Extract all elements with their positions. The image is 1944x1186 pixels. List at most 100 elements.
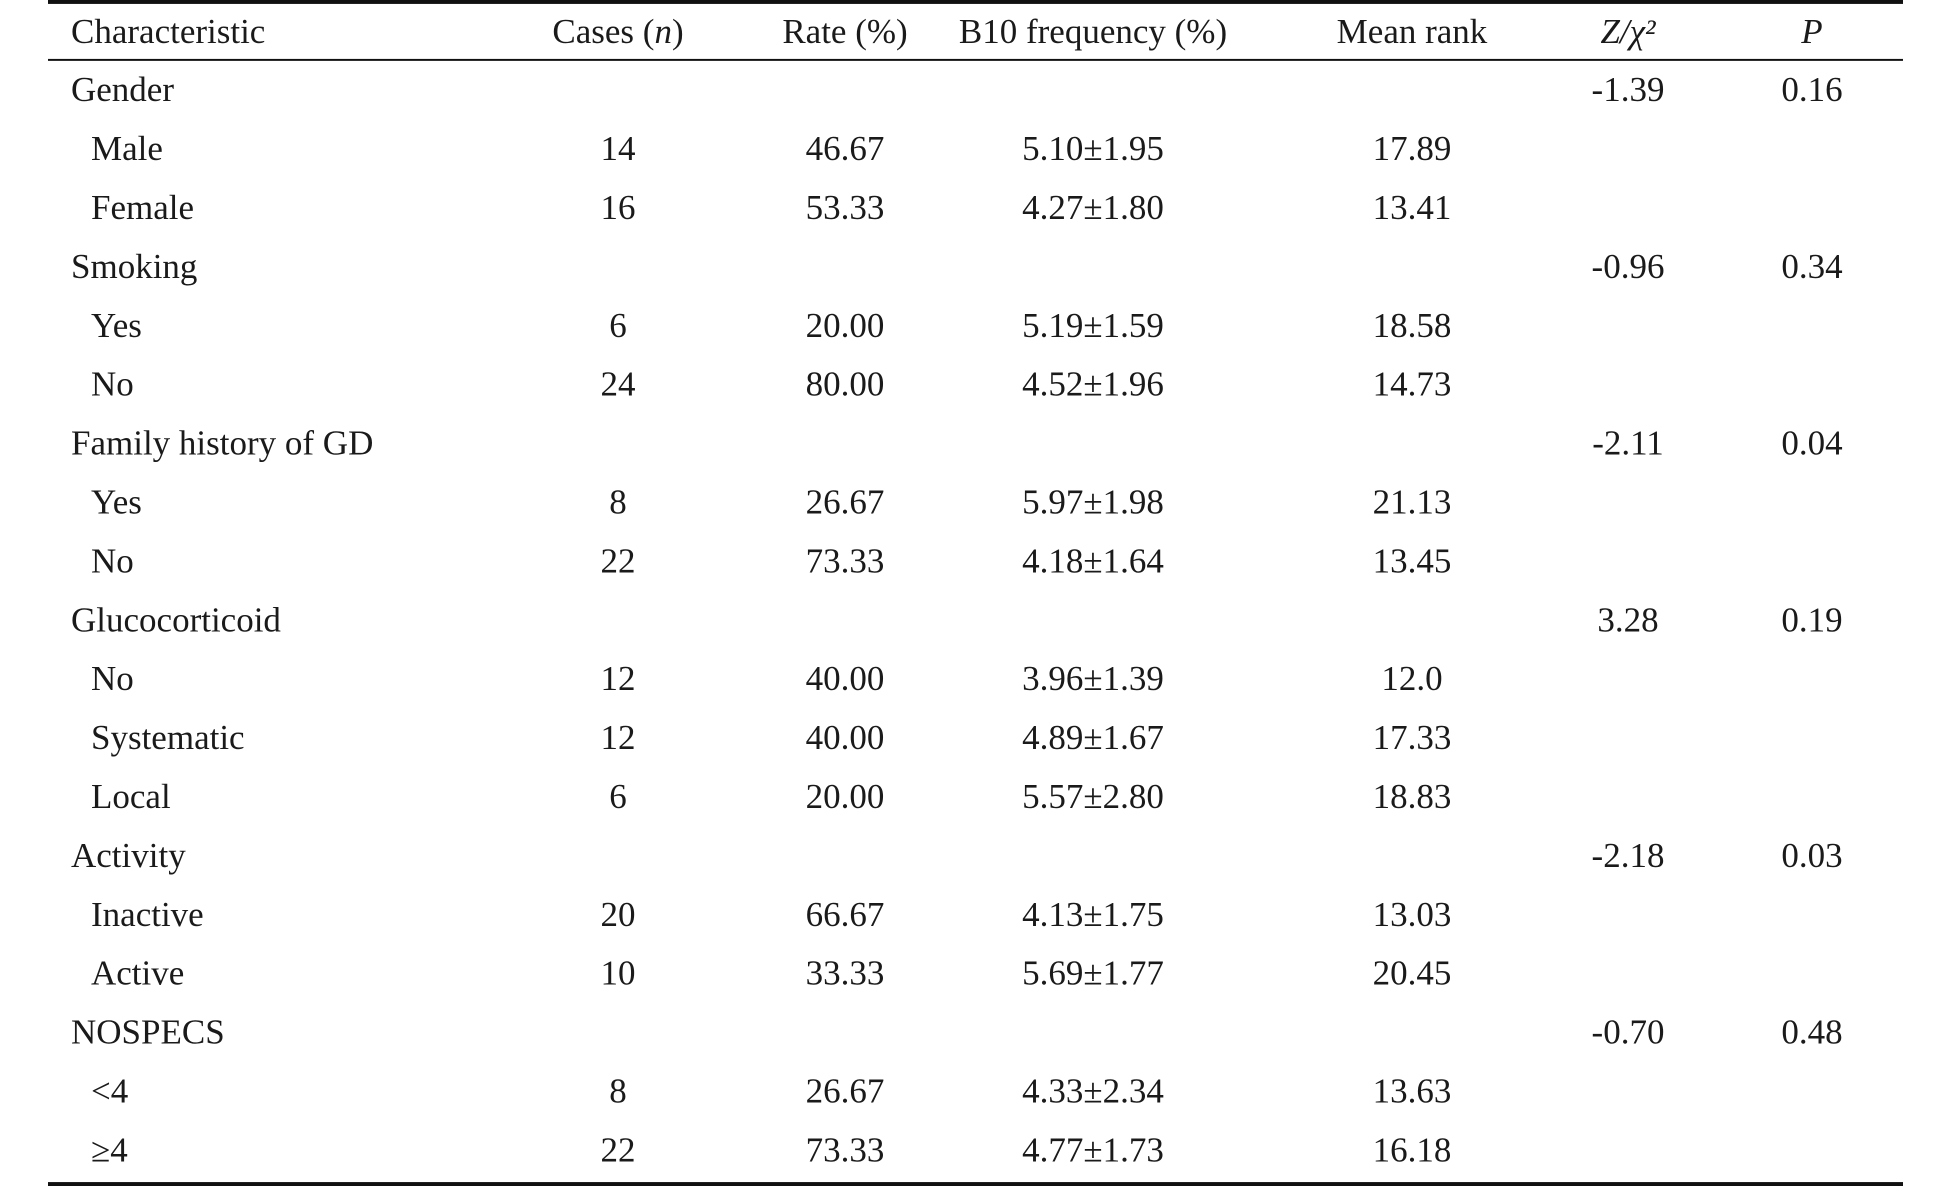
- row-label: ≥4: [91, 1131, 128, 1170]
- table-row-subgroup: Yes 8 26.67 5.97±1.98 21.13: [48, 473, 1903, 532]
- cell-p-value: [1687, 473, 1937, 532]
- cell-rate: 73.33: [805, 541, 885, 581]
- cell-p-value: [1687, 532, 1937, 591]
- row-label: Active: [91, 954, 185, 993]
- cell-cases: 8: [609, 1072, 627, 1111]
- cell-p-value: [1687, 709, 1937, 768]
- header-p: P: [1801, 12, 1823, 52]
- cell-cases: 20: [600, 895, 636, 934]
- row-label: Smoking: [71, 247, 198, 286]
- row-label: <4: [91, 1072, 129, 1111]
- cell-p-value: [1687, 650, 1937, 709]
- row-label: Female: [91, 188, 195, 227]
- cell-b10-frequency: 5.19±1.59: [1022, 306, 1164, 345]
- header-row: Characteristic Cases (n) Rate (%) B10 fr…: [48, 3, 1903, 62]
- cell-cases: 8: [609, 483, 627, 522]
- table-row-subgroup: Inactive 20 66.67 4.13±1.75 13.03: [48, 886, 1903, 945]
- cell-z-chi: -2.11: [1592, 424, 1664, 463]
- cell-mean-rank: 12.0: [1381, 659, 1443, 699]
- row-label: Yes: [91, 306, 142, 345]
- cell-cases: [493, 1003, 743, 1062]
- header-cases-n: n: [654, 12, 672, 52]
- cell-b10-frequency: 5.97±1.98: [1022, 483, 1164, 522]
- header-rate: Rate (%): [782, 12, 908, 52]
- cell-b10-frequency: [893, 61, 1293, 120]
- cell-b10-frequency: 4.18±1.64: [1022, 541, 1164, 581]
- row-label: Yes: [91, 483, 142, 522]
- cell-cases: [493, 61, 743, 120]
- cell-b10-frequency: [893, 1003, 1293, 1062]
- cell-z-chi: 3.28: [1597, 600, 1659, 640]
- row-label: No: [91, 541, 134, 581]
- cell-cases: 12: [600, 718, 636, 757]
- row-label: Glucocorticoid: [71, 600, 281, 640]
- cell-b10-frequency: [893, 414, 1293, 473]
- cell-cases: 22: [600, 1131, 636, 1170]
- cell-mean-rank: 13.63: [1372, 1072, 1452, 1111]
- cell-p-value: 0.48: [1781, 1013, 1843, 1052]
- cell-mean-rank: 13.03: [1372, 895, 1452, 934]
- cell-mean-rank: 18.58: [1372, 306, 1452, 345]
- table-row-group: NOSPECS -0.70 0.48: [48, 1003, 1903, 1062]
- cell-b10-frequency: 5.57±2.80: [1022, 777, 1164, 816]
- cell-b10-frequency: 4.52±1.96: [1022, 365, 1164, 404]
- header-cases: Cases (n): [493, 3, 743, 62]
- cell-b10-frequency: 4.13±1.75: [1022, 895, 1164, 934]
- cell-z-chi: -2.18: [1591, 836, 1665, 875]
- cell-cases: 14: [600, 129, 636, 168]
- table-row-subgroup: <4 8 26.67 4.33±2.34 13.63: [48, 1062, 1903, 1121]
- cell-b10-frequency: 4.89±1.67: [1022, 718, 1164, 757]
- header-cases-prefix: Cases (: [552, 12, 655, 52]
- table-row-group: Glucocorticoid 3.28 0.19: [48, 591, 1903, 650]
- cell-cases: [493, 591, 743, 650]
- cell-p-value: [1687, 120, 1937, 179]
- cell-z-chi: -0.96: [1591, 247, 1665, 286]
- cell-cases: [493, 827, 743, 886]
- cell-p-value: 0.19: [1781, 600, 1843, 640]
- header-mean-rank: Mean rank: [1336, 12, 1488, 52]
- cell-p-value: 0.04: [1781, 424, 1843, 463]
- cell-cases: 16: [600, 188, 636, 227]
- cell-rate: 33.33: [805, 954, 885, 993]
- cell-mean-rank: 13.45: [1372, 541, 1452, 581]
- cell-z-chi: -0.70: [1591, 1013, 1665, 1052]
- cell-rate: 73.33: [805, 1131, 885, 1170]
- cell-p-value: 0.34: [1781, 247, 1843, 286]
- header-b10-frequency: B10 frequency (%): [958, 12, 1228, 52]
- cell-mean-rank: 18.83: [1372, 777, 1452, 816]
- table-row-group: Activity -2.18 0.03: [48, 827, 1903, 886]
- row-label: Inactive: [91, 895, 204, 934]
- cell-cases: 12: [600, 659, 636, 699]
- cell-z-chi: -1.39: [1591, 70, 1665, 109]
- cell-mean-rank: 17.89: [1372, 129, 1452, 168]
- cell-p-value: [1687, 886, 1937, 945]
- header-z-chi: Z/χ²: [1600, 12, 1656, 52]
- cell-p-value: [1687, 944, 1937, 1003]
- table-row-subgroup: Female 16 53.33 4.27±1.80 13.41: [48, 179, 1903, 238]
- row-label: Local: [91, 777, 171, 816]
- cell-cases: [493, 414, 743, 473]
- cell-b10-frequency: 5.10±1.95: [1022, 129, 1164, 168]
- cell-rate: 40.00: [805, 659, 885, 699]
- cell-mean-rank: 17.33: [1372, 718, 1452, 757]
- cell-rate: 20.00: [805, 306, 885, 345]
- row-label: Family history of GD: [71, 424, 374, 463]
- cell-mean-rank: 16.18: [1372, 1131, 1452, 1170]
- cell-mean-rank: 14.73: [1372, 365, 1452, 404]
- cell-p-value: 0.03: [1781, 836, 1843, 875]
- table-row-subgroup: No 24 80.00 4.52±1.96 14.73: [48, 355, 1903, 414]
- cell-b10-frequency: 3.96±1.39: [1022, 659, 1164, 699]
- cell-cases: 6: [609, 777, 627, 816]
- cell-rate: 26.67: [805, 1072, 885, 1111]
- cell-p-value: [1687, 1121, 1937, 1180]
- cell-b10-frequency: 5.69±1.77: [1022, 954, 1164, 993]
- cell-p-value: [1687, 768, 1937, 827]
- cell-mean-rank: 21.13: [1372, 483, 1452, 522]
- bottom-rule: [48, 1182, 1903, 1186]
- row-label: Systematic: [91, 718, 245, 757]
- cell-rate: 26.67: [805, 483, 885, 522]
- cell-b10-frequency: 4.77±1.73: [1022, 1131, 1164, 1170]
- table-row-subgroup: Systematic 12 40.00 4.89±1.67 17.33: [48, 709, 1903, 768]
- table-row-subgroup: ≥4 22 73.33 4.77±1.73 16.18: [48, 1121, 1903, 1180]
- table-row-subgroup: Local 6 20.00 5.57±2.80 18.83: [48, 768, 1903, 827]
